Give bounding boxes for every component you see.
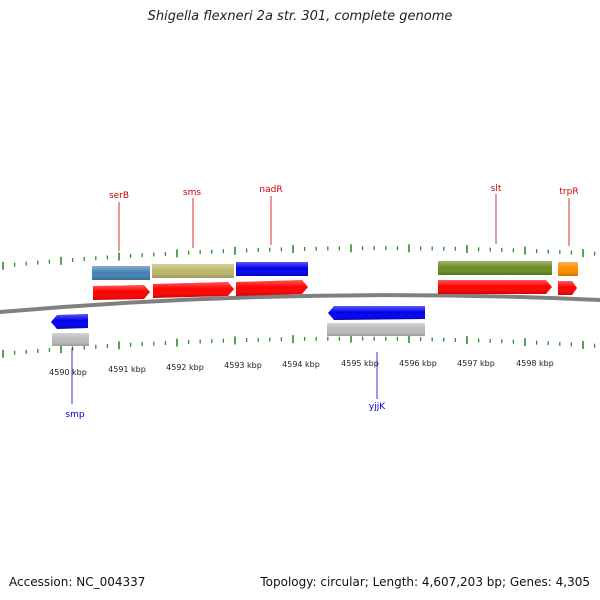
cds-box-yjjK[interactable] xyxy=(327,323,425,336)
lower-tick-ruler xyxy=(2,334,596,358)
accession-label: Accession: NC_004337 xyxy=(9,575,146,589)
gene-label-yjjK[interactable]: yjjK xyxy=(369,402,386,412)
gene-arrow-yjjK[interactable] xyxy=(328,306,425,320)
kbp-label-4595: 4595 kbp xyxy=(341,359,379,368)
kbp-label-4597: 4597 kbp xyxy=(457,359,495,368)
kbp-label-4596: 4596 kbp xyxy=(399,359,437,368)
gene-label-trpR[interactable]: trpR xyxy=(559,187,578,197)
cds-arrow-serB[interactable] xyxy=(93,285,150,300)
genome-summary: Topology: circular; Length: 4,607,203 bp… xyxy=(260,575,590,589)
kbp-label-4593: 4593 kbp xyxy=(224,361,262,370)
gene-box-serB[interactable] xyxy=(92,266,150,280)
kbp-label-4590: 4590 kbp xyxy=(49,368,87,377)
gene-arrow-smp[interactable] xyxy=(51,314,88,329)
upper-tick-ruler xyxy=(2,244,596,270)
gene-label-serB[interactable]: serB xyxy=(109,191,129,201)
kbp-label-4598: 4598 kbp xyxy=(516,359,554,368)
kbp-label-4591: 4591 kbp xyxy=(108,365,146,374)
genome-backbone xyxy=(0,293,600,314)
cds-arrow-nadR[interactable] xyxy=(236,280,308,296)
gene-box-slt[interactable] xyxy=(438,261,552,275)
cds-arrow-trpR[interactable] xyxy=(558,281,577,295)
kbp-label-4594: 4594 kbp xyxy=(282,360,320,369)
kbp-label-4592: 4592 kbp xyxy=(166,363,204,372)
gene-box-nadR[interactable] xyxy=(236,262,308,276)
gene-label-smp[interactable]: smp xyxy=(65,410,84,420)
gene-box-trpR[interactable] xyxy=(558,262,578,276)
gene-label-sms[interactable]: sms xyxy=(183,188,201,198)
cds-box-smp[interactable] xyxy=(52,333,89,346)
gene-label-slt[interactable]: slt xyxy=(491,184,502,194)
map-title: Shigella flexneri 2a str. 301, complete … xyxy=(147,9,453,24)
gene-label-nadR[interactable]: nadR xyxy=(259,185,282,195)
gene-box-sms[interactable] xyxy=(152,264,234,278)
cds-arrow-sms[interactable] xyxy=(153,282,234,298)
cds-arrow-slt[interactable] xyxy=(438,280,552,294)
